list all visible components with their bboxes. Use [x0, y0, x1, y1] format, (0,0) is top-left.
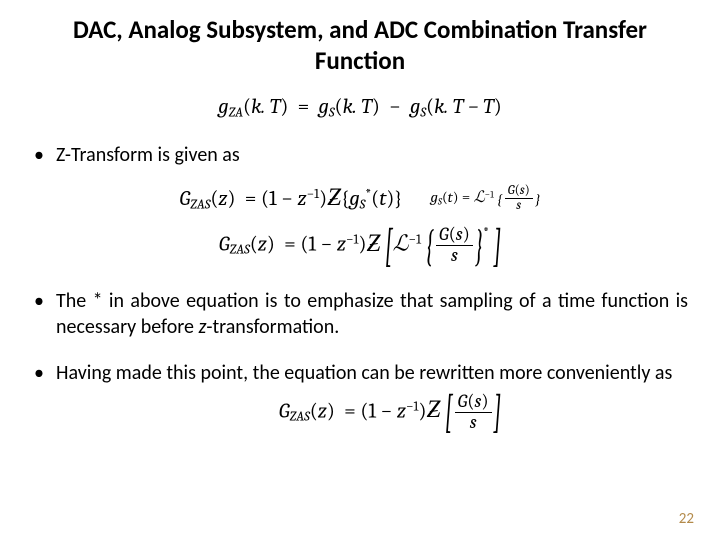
bullet-dot: • — [32, 360, 56, 386]
bullet-1: • Z-Transform is given as — [32, 142, 688, 168]
bullet-3-text: Having made this point, the equation can… — [56, 360, 688, 386]
equation-1: gZA(k. T) = gS(k. T) − gS(k. T − T) — [32, 95, 688, 120]
bullet-1-text: Z-Transform is given as — [56, 142, 688, 168]
slide-title: DAC, Analog Subsystem, and ADC Combinati… — [32, 14, 688, 77]
equation-2-row: GZAS(z) = (1 − z−1)Z{gS*(t)} gS(t) = ℒ−1… — [32, 184, 688, 213]
bullet-dot: • — [32, 288, 56, 340]
bullet-2: • The * in above equation is to emphasiz… — [32, 288, 688, 340]
page-number: 22 — [679, 510, 694, 528]
bullet-dot: • — [32, 142, 56, 168]
bullet-2-text: The * in above equation is to emphasize … — [56, 288, 688, 340]
bullet-3: • Having made this point, the equation c… — [32, 360, 688, 386]
equation-4: GZAS(z) = (1 − z−1)Z [G(s)s] — [92, 392, 688, 433]
equation-2-side: gS(t) = ℒ−1 {G(s)s} — [430, 184, 540, 213]
equation-2-main: GZAS(z) = (1 − z−1)Z{gS*(t)} — [180, 184, 403, 212]
equation-3: GZAS(z) = (1 − z−1)Z [ℒ−1 {G(s)s}* ] — [32, 225, 688, 266]
